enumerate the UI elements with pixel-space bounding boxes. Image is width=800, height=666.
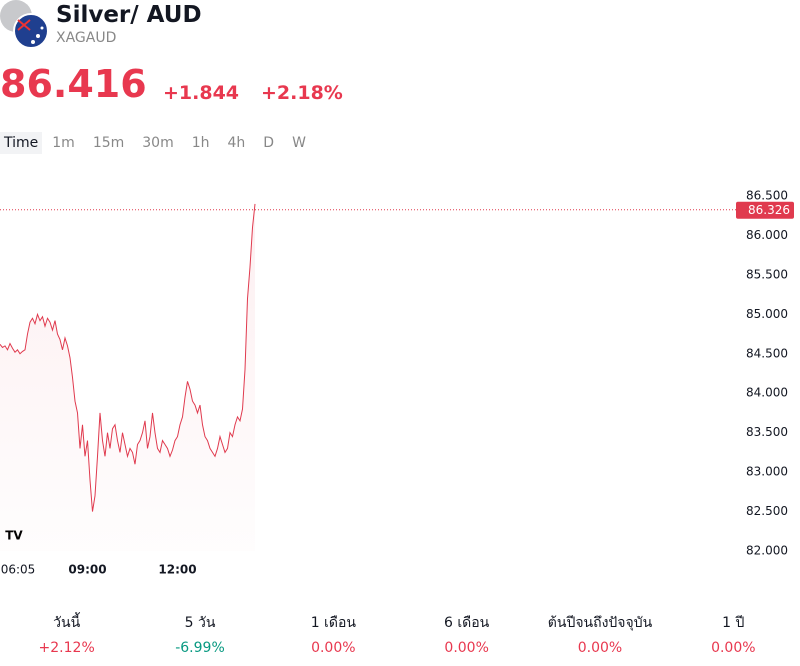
- y-tick-label: 86.000: [746, 228, 788, 242]
- y-tick-label: 83.500: [746, 425, 788, 439]
- x-tick-label: 09:00: [68, 563, 106, 577]
- last-price-badge: [736, 201, 794, 219]
- performance-item: 6 เดือน 0.00%: [400, 612, 533, 656]
- last-price-label: 86.326: [748, 203, 790, 217]
- timeframe-tab[interactable]: D: [263, 135, 275, 151]
- timeframes: Time 1m 15m 30m 1h 4h D W: [0, 132, 316, 154]
- change-percent: +2.18%: [261, 82, 343, 104]
- x-tick-label: 06:05: [1, 563, 36, 577]
- timeframe-tab[interactable]: 30m: [142, 135, 174, 151]
- chart: TV 82.00082.50083.00083.50084.00084.5008…: [0, 189, 794, 577]
- area: [0, 203, 255, 551]
- period-label: 1 ปี: [722, 615, 745, 631]
- period-label: 6 เดือน: [444, 615, 490, 631]
- period-label: 5 วัน: [184, 615, 216, 631]
- performance-item: 1 เดือน 0.00%: [267, 612, 400, 656]
- y-tick-label: 83.000: [746, 465, 788, 479]
- y-tick-label: 84.000: [746, 386, 788, 400]
- period-value: 0.00%: [711, 640, 756, 656]
- period-label: 1 เดือน: [310, 615, 356, 631]
- x-tick-label: 12:00: [158, 563, 196, 577]
- period-value: -6.99%: [175, 640, 225, 656]
- symbol: XAGAUD: [56, 30, 117, 46]
- timeframe-tab[interactable]: Time: [0, 132, 43, 154]
- performance-item: ต้นปีจนถึงปัจจุบัน 0.00%: [533, 612, 666, 656]
- line: [0, 203, 256, 512]
- performance-item: วันนี้ +2.12%: [0, 612, 133, 656]
- symbol-icons: [0, 0, 49, 49]
- y-tick-label: 85.500: [746, 267, 788, 281]
- y-tick-label: 85.000: [746, 307, 788, 321]
- timeframe-tab[interactable]: 1h: [191, 135, 210, 151]
- timeframe-tab[interactable]: 1m: [52, 135, 75, 151]
- period-value: 0.00%: [444, 640, 489, 656]
- timeframe-tab[interactable]: 15m: [92, 135, 125, 151]
- title: Silver/ AUD: [56, 2, 202, 28]
- timeframe-tab[interactable]: W: [292, 135, 306, 151]
- y-tick-label: 82.000: [746, 544, 788, 558]
- performance: วันนี้ +2.12% 5 วัน -6.99% 1 เดือน 0.00% 6 เดื…: [0, 612, 800, 656]
- y-tick-label: 86.500: [746, 189, 788, 203]
- y-tick-label: 82.500: [746, 504, 788, 518]
- change: +1.844: [163, 82, 240, 104]
- period-label: วันนี้: [53, 615, 81, 631]
- period-value: +2.12%: [38, 640, 95, 656]
- period-value: 0.00%: [311, 640, 356, 656]
- period-label: ต้นปีจนถึงปัจจุบัน: [547, 615, 653, 631]
- period-value: 0.00%: [577, 640, 623, 656]
- y-tick-label: 84.500: [746, 346, 788, 360]
- performance-item: 1 ปี 0.00%: [667, 612, 800, 656]
- price: 86.416: [0, 62, 147, 106]
- timeframe-tab[interactable]: 4h: [227, 135, 246, 151]
- performance-item: 5 วัน -6.99%: [133, 612, 266, 656]
